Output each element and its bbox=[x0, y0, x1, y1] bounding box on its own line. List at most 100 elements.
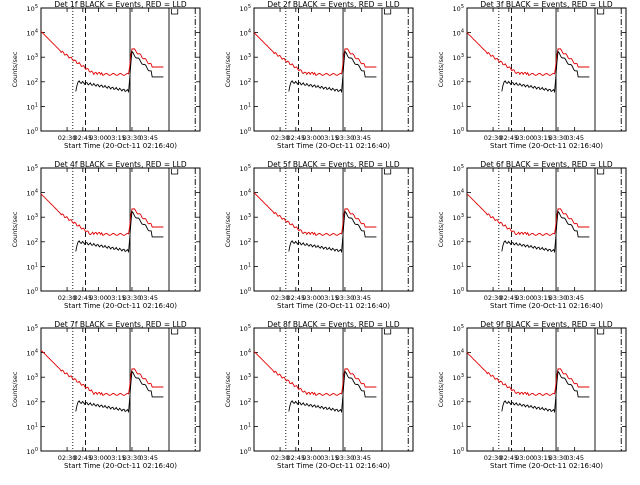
y-tick-label: 103 bbox=[453, 213, 464, 222]
y-tick-exponent: 1 bbox=[248, 422, 251, 428]
y-tick-exponent: 0 bbox=[461, 287, 464, 293]
y-tick-exponent: 0 bbox=[248, 127, 251, 133]
x-axis-label: Start Time (20-Oct-11 02:16:40) bbox=[490, 462, 603, 470]
panel-frame bbox=[40, 167, 201, 292]
series-line-lld bbox=[253, 192, 377, 237]
y-axis-label: Counts/sec bbox=[11, 371, 19, 407]
x-tick-label: 02:45 bbox=[73, 454, 92, 462]
panel-det-2: Det 2f BLACK = Events, RED = LLD Counts/s… bbox=[224, 0, 414, 150]
y-tick-label: 105 bbox=[240, 4, 251, 13]
x-tick-label: 03:30 bbox=[336, 454, 355, 462]
panel-frame bbox=[253, 327, 414, 452]
series-line-lld bbox=[466, 32, 590, 77]
y-tick-exponent: 2 bbox=[461, 78, 464, 84]
y-tick-label: 102 bbox=[240, 398, 251, 407]
x-tick-label: 03:45 bbox=[352, 134, 371, 142]
x-tick-label: 02:30 bbox=[58, 454, 77, 462]
x-tick-label: 02:45 bbox=[499, 134, 518, 142]
y-tick-label: 104 bbox=[453, 349, 464, 358]
y-tick-label: 101 bbox=[240, 422, 251, 431]
y-tick-label: 102 bbox=[27, 78, 38, 87]
y-tick-label: 104 bbox=[27, 349, 38, 358]
y-tick-exponent: 1 bbox=[35, 422, 38, 428]
x-tick-label: 03:45 bbox=[565, 454, 584, 462]
y-tick-label: 103 bbox=[27, 373, 38, 382]
series-line-events bbox=[288, 370, 377, 414]
x-tick-label: 03:00 bbox=[89, 134, 108, 142]
x-tick-label: 02:30 bbox=[271, 454, 290, 462]
x-tick-label: 03:00 bbox=[302, 294, 321, 302]
y-tick-label: 100 bbox=[453, 287, 464, 296]
y-tick-exponent: 0 bbox=[461, 447, 464, 453]
x-axis-label: Start Time (20-Oct-11 02:16:40) bbox=[64, 302, 177, 310]
y-tick-label: 103 bbox=[240, 373, 251, 382]
y-tick-label: 100 bbox=[27, 447, 38, 456]
y-tick-exponent: 2 bbox=[248, 78, 251, 84]
x-tick-label: 03:30 bbox=[123, 454, 142, 462]
y-tick-exponent: 1 bbox=[248, 262, 251, 268]
x-tick-label: 03:15 bbox=[533, 134, 552, 142]
series-line-lld bbox=[40, 31, 164, 77]
x-tick-label: 02:45 bbox=[73, 294, 92, 302]
y-tick-exponent: 2 bbox=[461, 238, 464, 244]
y-tick-label: 104 bbox=[240, 29, 251, 38]
x-tick-label: 03:15 bbox=[320, 454, 339, 462]
y-tick-exponent: 1 bbox=[461, 262, 464, 268]
y-tick-exponent: 5 bbox=[461, 4, 464, 10]
x-tick-label: 03:00 bbox=[515, 134, 534, 142]
y-tick-exponent: 4 bbox=[35, 349, 38, 355]
y-tick-exponent: 2 bbox=[461, 398, 464, 404]
y-tick-exponent: 4 bbox=[248, 349, 251, 355]
saa-bracket bbox=[596, 169, 605, 175]
y-tick-exponent: 5 bbox=[248, 4, 251, 10]
saa-bracket bbox=[596, 9, 605, 15]
panel-frame bbox=[466, 327, 627, 452]
y-tick-exponent: 4 bbox=[461, 29, 464, 35]
y-tick-exponent: 4 bbox=[461, 349, 464, 355]
y-tick-exponent: 3 bbox=[461, 53, 464, 59]
x-tick-label: 03:30 bbox=[123, 294, 142, 302]
y-tick-exponent: 5 bbox=[35, 4, 38, 10]
x-tick-label: 03:00 bbox=[89, 294, 108, 302]
y-tick-exponent: 3 bbox=[461, 373, 464, 379]
y-tick-exponent: 5 bbox=[35, 164, 38, 170]
x-axis-label: Start Time (20-Oct-11 02:16:40) bbox=[64, 462, 177, 470]
y-tick-exponent: 4 bbox=[461, 189, 464, 195]
y-tick-exponent: 0 bbox=[461, 127, 464, 133]
y-tick-exponent: 3 bbox=[248, 373, 251, 379]
y-tick-label: 102 bbox=[27, 238, 38, 247]
series-line-events bbox=[75, 210, 164, 254]
x-tick-label: 02:45 bbox=[286, 454, 305, 462]
y-tick-exponent: 0 bbox=[35, 287, 38, 293]
panel-det-9: Det 9f BLACK = Events, RED = LLD Counts/s… bbox=[437, 320, 627, 470]
y-tick-exponent: 2 bbox=[248, 238, 251, 244]
y-tick-exponent: 0 bbox=[35, 127, 38, 133]
y-tick-label: 103 bbox=[27, 213, 38, 222]
y-tick-exponent: 0 bbox=[35, 447, 38, 453]
panel-det-4: Det 4f BLACK = Events, RED = LLD Counts/s… bbox=[11, 160, 201, 310]
y-tick-label: 105 bbox=[27, 4, 38, 13]
y-tick-exponent: 3 bbox=[35, 53, 38, 59]
y-tick-exponent: 0 bbox=[248, 447, 251, 453]
x-tick-label: 03:45 bbox=[565, 134, 584, 142]
y-tick-exponent: 4 bbox=[248, 189, 251, 195]
panel-title: Det 3f BLACK = Events, RED = LLD bbox=[480, 0, 613, 9]
series-line-lld bbox=[40, 349, 164, 397]
y-tick-label: 103 bbox=[453, 53, 464, 62]
panel-title: Det 6f BLACK = Events, RED = LLD bbox=[480, 160, 613, 169]
panel-title: Det 4f BLACK = Events, RED = LLD bbox=[54, 160, 187, 169]
y-tick-label: 101 bbox=[27, 422, 38, 431]
y-tick-label: 102 bbox=[240, 238, 251, 247]
y-tick-exponent: 3 bbox=[35, 213, 38, 219]
saa-bracket bbox=[383, 329, 392, 335]
x-tick-label: 02:30 bbox=[271, 134, 290, 142]
series-line-events bbox=[501, 370, 590, 414]
x-axis-label: Start Time (20-Oct-11 02:16:40) bbox=[64, 142, 177, 150]
panel-det-7: Det 7f BLACK = Events, RED = LLD Counts/s… bbox=[11, 320, 201, 470]
y-tick-label: 102 bbox=[453, 398, 464, 407]
y-tick-label: 100 bbox=[240, 447, 251, 456]
x-tick-label: 02:45 bbox=[499, 294, 518, 302]
series-line-lld bbox=[466, 193, 590, 237]
x-tick-label: 02:30 bbox=[58, 294, 77, 302]
